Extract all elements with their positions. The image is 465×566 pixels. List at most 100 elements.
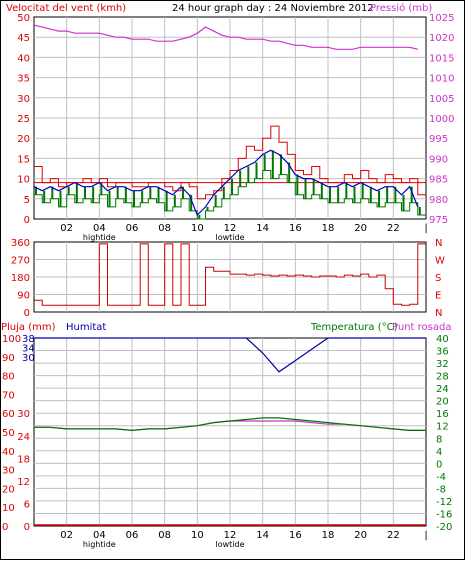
wind-direction-line [34,243,426,306]
humidity-tick-label: 30 [17,409,30,420]
rain-tick-label: 70 [2,390,15,401]
rain-tick-label: 80 [2,372,15,383]
wind-tick-label: 10 [17,175,30,186]
temperature-tick-label: -4 [436,472,446,483]
direction-tick-label: 360 [11,238,30,249]
temperature-tick-label: 24 [436,384,449,395]
pressure-tick-label: 1015 [429,53,454,64]
rain-tick-label: 60 [2,409,15,420]
temperature-tick-label: 16 [436,409,449,420]
humidity-line [34,337,426,373]
time-tick-label: 14 [256,530,269,541]
time-tick-label: 10 [191,530,204,541]
wind-tick-label: 40 [17,53,30,64]
compass-tick-label: E [435,291,441,302]
time-tick-label: | [424,530,427,541]
chart-title: 24 hour graph day : 24 Noviembre 2012 [172,3,374,14]
rain-axis-title: Pluja (mm) [1,322,56,333]
direction-tick-label: 90 [17,291,30,302]
temperature-tick-label: 20 [436,397,449,408]
rain-tick-label: 30 [2,466,15,477]
humidity-tick-label: 0 [24,522,30,533]
rain-tick-label: 10 [2,503,15,514]
time-tick-label: 06 [126,223,139,234]
time-tick-label: 16 [289,223,302,234]
wind-tick-label: 30 [17,94,30,105]
direction-tick-label: 270 [11,256,30,267]
wind-tick-label: 15 [17,154,30,165]
pressure-tick-label: 1000 [429,114,454,125]
time-tick-label: 20 [354,530,367,541]
rain-tick-label: 0 [2,522,8,533]
time-tick-label: 06 [126,530,139,541]
wind-low-line [34,170,426,220]
time-tick-label: 08 [158,223,171,234]
temperature-tick-label: 32 [436,359,449,370]
temperature-tick-label: 8 [436,434,442,445]
temperature-axis-title: Temperatura (°C) [310,322,398,333]
time-tick-label: 18 [322,223,335,234]
time-tick-label: 08 [158,530,171,541]
humidity-axis-title: Humitat [66,322,106,333]
hightide-label: hightide [83,540,116,549]
lowtide-label: lowtide [215,233,244,242]
rain-tick-label: 50 [2,428,15,439]
pressure-tick-label: 975 [429,215,448,226]
temperature-tick-label: 4 [436,447,442,458]
rain-tick-label: 20 [2,484,15,495]
temperature-tick-label: -12 [436,497,452,508]
temperature-tick-label: 28 [436,372,449,383]
time-tick-label: 04 [93,223,106,234]
temperature-tick-label: -8 [436,484,446,495]
pressure-line [33,24,418,50]
pressure-tick-label: 980 [429,195,448,206]
time-tick-label: 16 [289,530,302,541]
chart-layer: 02 04 06 08 10 12 14 16 18 20 22 |hightide lowtide02… [2,13,454,549]
wind-tick-label: 35 [17,74,30,85]
wind-tick-label: 50 [17,13,30,24]
humidity-tick-label: 18 [17,454,30,465]
direction-tick-label: 0 [24,308,30,319]
time-tick-label: 22 [387,530,400,541]
pressure-tick-label: 1010 [429,74,454,85]
wind-tick-label: 25 [17,114,30,125]
temperature-tick-label: -16 [436,509,452,520]
pressure-axis-title: Pressió (mb) [370,2,432,14]
time-tick-label: 02 [60,530,73,541]
temperature-tick-label: 0 [436,459,442,470]
time-tick-label: | [424,223,427,234]
time-tick-label: 02 [60,223,73,234]
wind-axis-title: Velocitat del vent (kmh) [6,3,126,14]
time-tick-label: 12 [224,530,237,541]
time-tick-label: 04 [93,530,106,541]
humidity-high-tick: 38 [22,334,35,345]
lowtide-label: lowtide [215,540,244,549]
compass-tick-label: N [435,238,442,249]
rain-tick-label: 100 [2,334,21,345]
compass-tick-label: W [435,256,445,267]
time-tick-label: 18 [322,530,335,541]
humidity-tick-label: 6 [24,499,30,510]
temperature-tick-label: 40 [436,334,449,345]
time-tick-label: 14 [256,223,269,234]
pressure-tick-label: 985 [429,175,448,186]
humidity-tick-label: 12 [17,477,30,488]
compass-tick-label: N [435,308,442,319]
hightide-label: hightide [83,233,116,242]
wind-tick-label: 45 [17,33,30,44]
humidity-high-tick: 30 [22,353,35,364]
dew-point-axis-title: Punt rosada [392,322,451,333]
pressure-tick-label: 990 [429,154,448,165]
pressure-tick-label: 1025 [429,13,454,24]
time-tick-label: 12 [224,223,237,234]
time-tick-label: 10 [191,223,204,234]
rain-tick-label: 90 [2,353,15,364]
compass-tick-label: S [435,273,441,284]
rain-tick-label: 40 [2,447,15,458]
temperature-tick-label: -20 [436,522,452,533]
humidity-high-tick: 34 [22,343,35,354]
wind-tick-label: 0 [24,215,30,226]
pressure-tick-label: 995 [429,134,448,145]
wind-avg-line [33,149,419,217]
